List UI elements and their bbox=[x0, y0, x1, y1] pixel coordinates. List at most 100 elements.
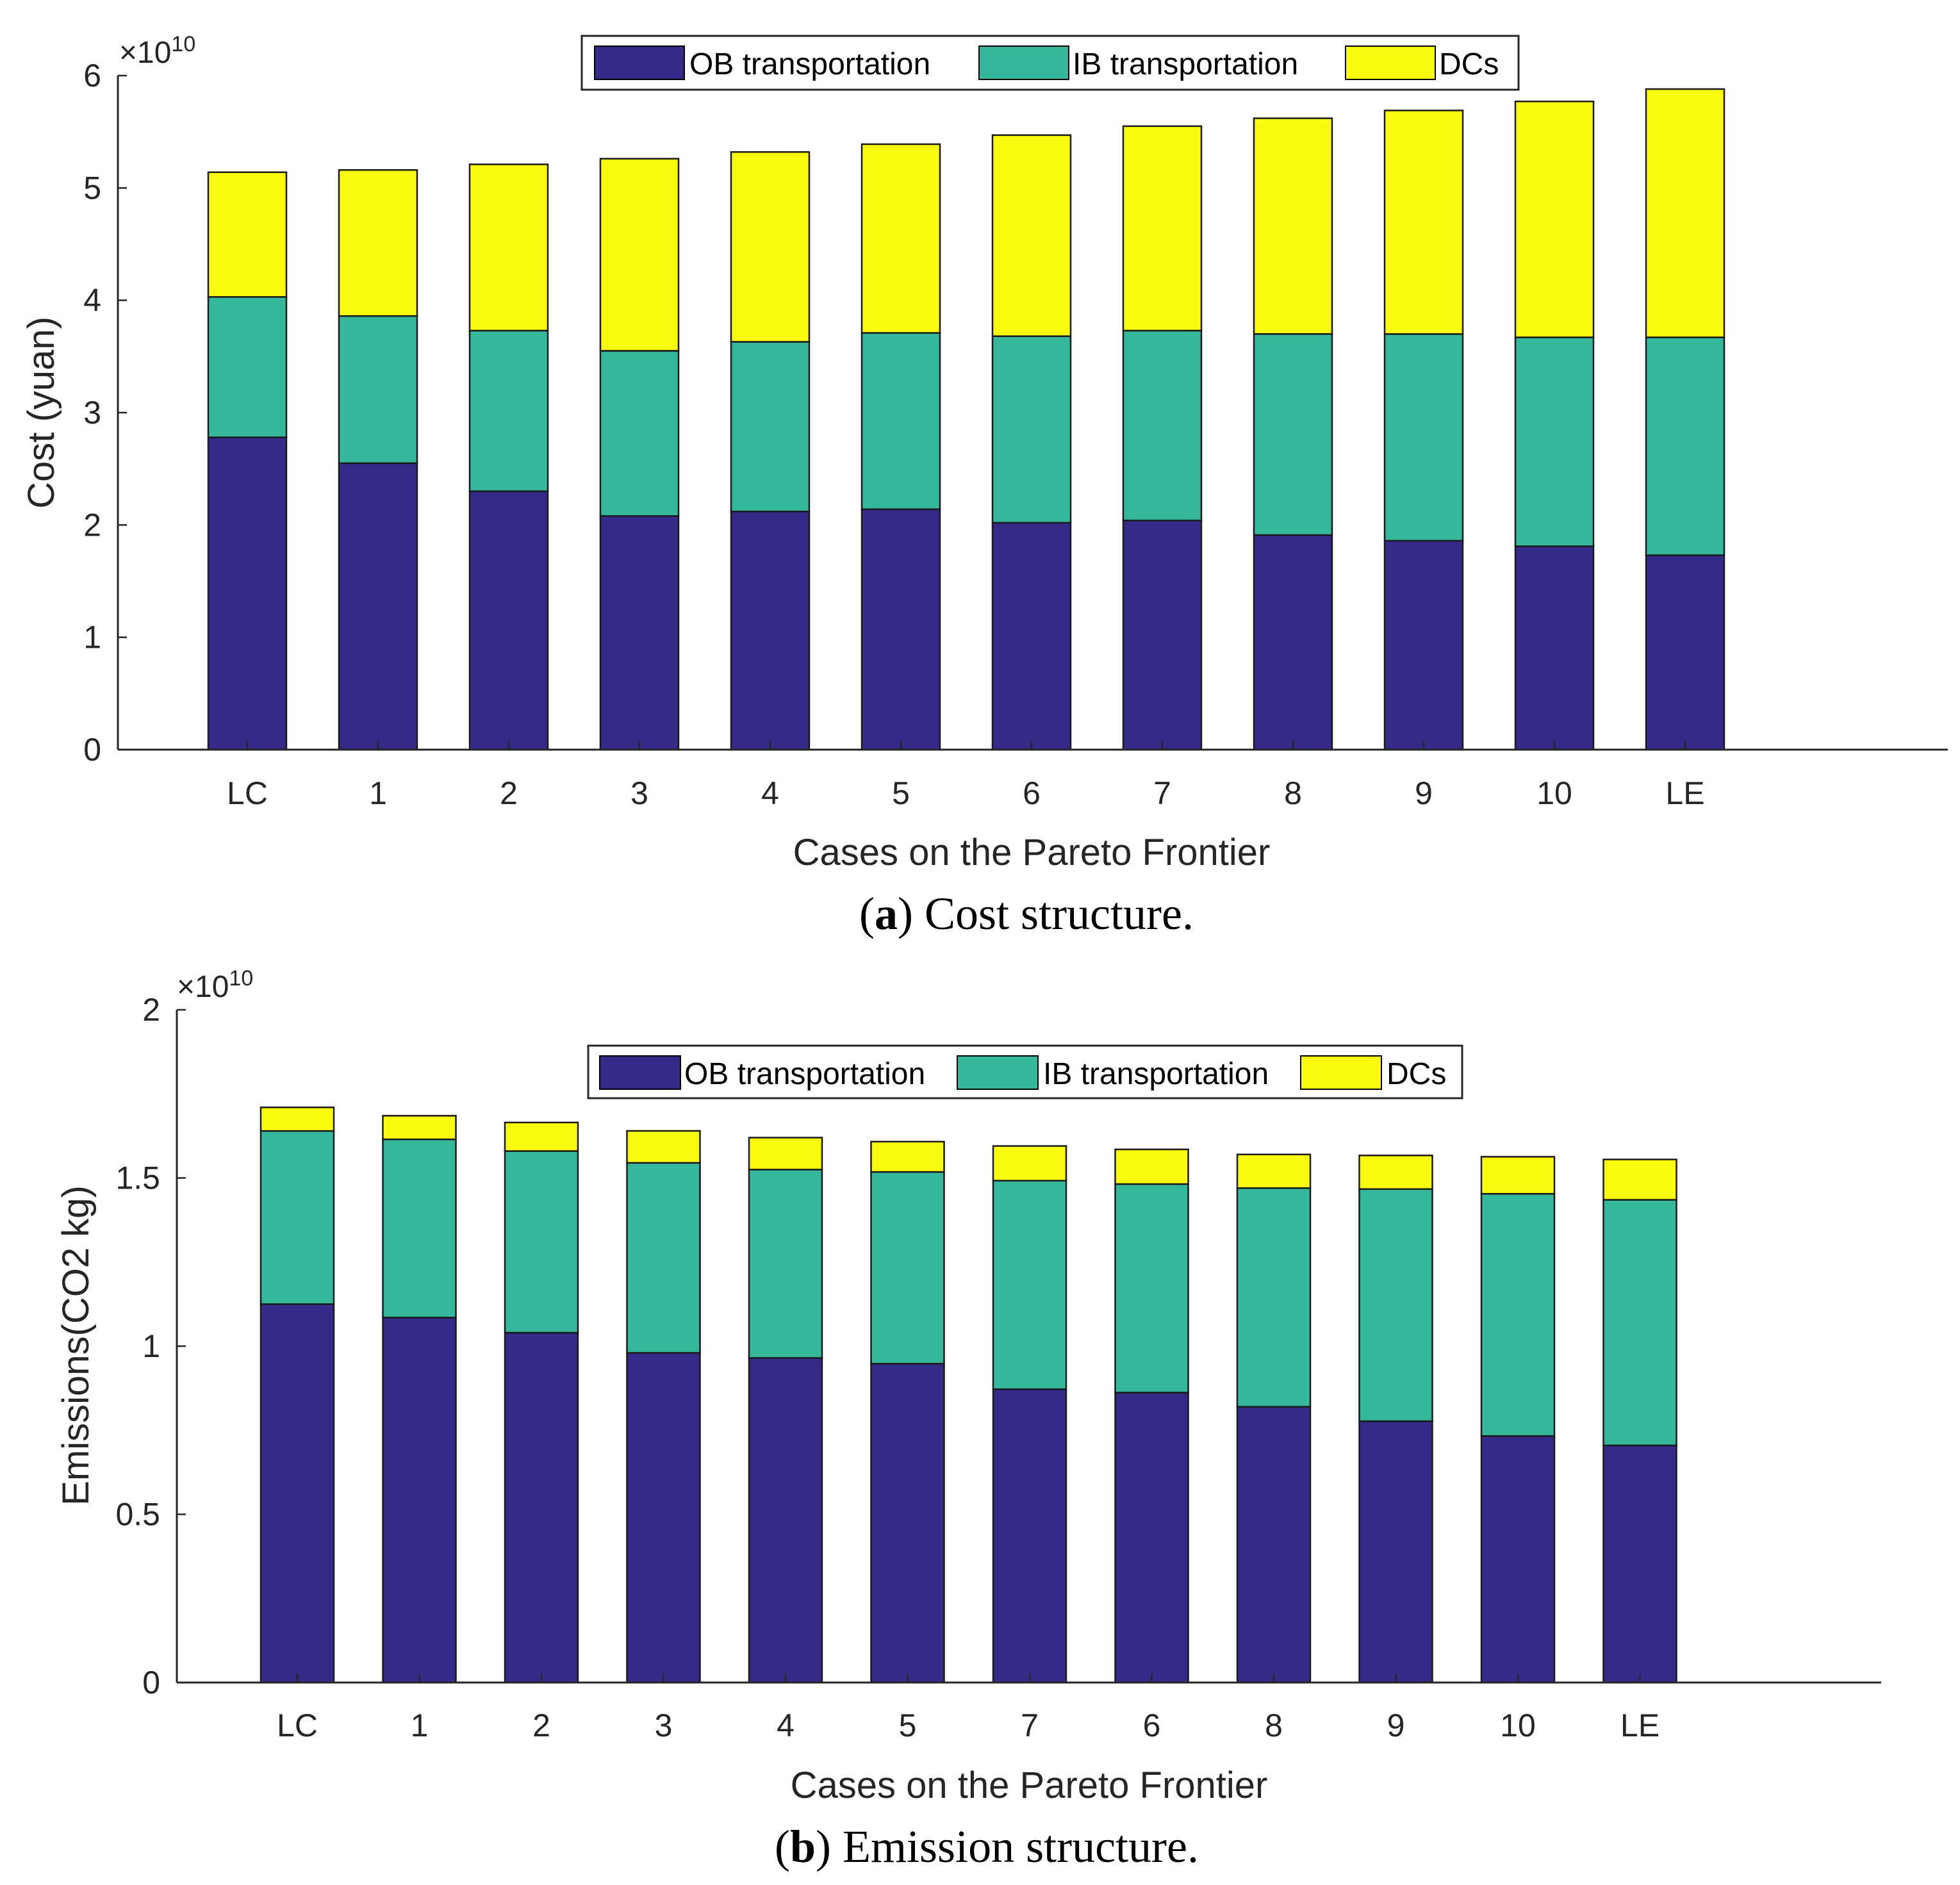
cost-y-tick-label: 6 bbox=[83, 58, 101, 94]
cost-bar-ob-1 bbox=[338, 462, 418, 751]
cost-x-tick-label: 1 bbox=[369, 775, 387, 811]
emission-bar-ib-6 bbox=[1114, 1183, 1189, 1394]
cost-bar-dcs-8 bbox=[1253, 117, 1333, 335]
emission-bar-ob-5 bbox=[870, 1363, 945, 1684]
emission-bar-ob-4 bbox=[748, 1357, 823, 1684]
emission-x-tick-label: 4 bbox=[777, 1708, 795, 1743]
emission-y-tick-label: 1 bbox=[142, 1328, 160, 1364]
cost-bar-ib-LE bbox=[1645, 336, 1725, 556]
cost-exponent-label: ×1010 bbox=[119, 32, 195, 70]
cost-x-tick-label: 2 bbox=[500, 775, 518, 811]
cost-bar-ib-10 bbox=[1514, 336, 1595, 547]
cost-bar-ib-6 bbox=[991, 335, 1072, 524]
cost-bar-ib-LC bbox=[207, 296, 288, 438]
emission-bar-dcs-7 bbox=[992, 1145, 1067, 1181]
emission-x-tick-label: 10 bbox=[1500, 1708, 1536, 1743]
cost-bar-ob-LE bbox=[1645, 554, 1725, 751]
cost-bar-dcs-5 bbox=[861, 143, 941, 334]
emission-bar-ib-8 bbox=[1236, 1187, 1312, 1408]
emission-bar-ob-LE bbox=[1602, 1444, 1677, 1684]
cost-bar-ob-3 bbox=[599, 515, 680, 751]
emission-bar-dcs-3 bbox=[626, 1130, 701, 1164]
cost-bar-ob-2 bbox=[468, 490, 549, 751]
cost-x-tick-label: 8 bbox=[1284, 775, 1302, 811]
cost-legend-swatch-ib bbox=[978, 45, 1069, 80]
emission-x-tick-label: 3 bbox=[655, 1708, 673, 1743]
emission-bar-ob-8 bbox=[1236, 1406, 1312, 1684]
cost-x-tick-label: 5 bbox=[892, 775, 910, 811]
cost-x-tick-label: 4 bbox=[761, 775, 779, 811]
cost-x-tick-label: LE bbox=[1665, 775, 1704, 811]
cost-y-tick-label: 4 bbox=[83, 283, 101, 318]
emission-y-tick-label: 0 bbox=[142, 1665, 160, 1700]
cost-bar-dcs-1 bbox=[338, 169, 418, 317]
emission-y-ticks: 0 0.5 1 1.5 2 bbox=[115, 992, 186, 1700]
emission-y-tick-label: 0.5 bbox=[115, 1497, 160, 1533]
emission-bars bbox=[259, 1107, 1677, 1684]
cost-bar-ob-5 bbox=[861, 508, 941, 751]
emission-x-ticks: LC 1 2 3 4 5 7 6 8 9 10 LE bbox=[277, 1674, 1659, 1743]
emission-bar-ib-LE bbox=[1602, 1199, 1677, 1447]
emission-bar-dcs-2 bbox=[504, 1121, 579, 1152]
cost-bar-ib-2 bbox=[468, 329, 549, 492]
emission-bar-ob-3 bbox=[626, 1352, 701, 1684]
cost-bar-ib-4 bbox=[730, 341, 811, 513]
cost-bar-ib-8 bbox=[1253, 333, 1333, 536]
emission-bar-dcs-5 bbox=[870, 1140, 945, 1173]
emission-legend-swatch-ib bbox=[957, 1055, 1039, 1090]
cost-legend-label-ob: OB transportation bbox=[689, 47, 930, 81]
emission-bar-dcs-6 bbox=[1114, 1148, 1189, 1185]
cost-structure-chart: 0 1 2 3 4 5 6 LC 1 2 3 4 5 6 7 8 9 10 LE ×1010 Cost (yuan… bbox=[21, 32, 1948, 939]
cost-y-ticks: 0 1 2 3 4 5 6 bbox=[83, 58, 127, 768]
cost-x-tick-label: 6 bbox=[1023, 775, 1041, 811]
cost-y-tick-label: 5 bbox=[83, 170, 101, 206]
emission-bar-ib-2 bbox=[504, 1150, 579, 1334]
cost-bar-ob-8 bbox=[1253, 534, 1333, 751]
emission-bar-ib-10 bbox=[1480, 1192, 1556, 1437]
emission-x-tick-label: 7 bbox=[1021, 1708, 1039, 1743]
cost-bar-dcs-4 bbox=[730, 151, 811, 343]
emission-x-tick-label: 5 bbox=[899, 1708, 917, 1743]
cost-bar-ob-9 bbox=[1383, 539, 1464, 751]
cost-bar-dcs-6 bbox=[991, 134, 1072, 337]
emission-bar-ib-9 bbox=[1358, 1188, 1433, 1422]
cost-bar-ib-9 bbox=[1383, 333, 1464, 542]
cost-legend-label-ib: IB transportation bbox=[1073, 47, 1298, 81]
emission-exponent-label: ×1010 bbox=[177, 966, 253, 1004]
cost-bar-dcs-7 bbox=[1122, 125, 1203, 332]
cost-x-axis-label: Cases on the Pareto Frontier bbox=[793, 832, 1271, 873]
emission-bar-dcs-LE bbox=[1602, 1158, 1677, 1201]
cost-bars bbox=[207, 88, 1725, 751]
emission-bar-ob-1 bbox=[382, 1317, 457, 1684]
emission-bar-ob-10 bbox=[1480, 1435, 1556, 1684]
emission-x-tick-label: 6 bbox=[1143, 1708, 1161, 1743]
cost-y-tick-label: 3 bbox=[83, 395, 101, 431]
cost-bar-dcs-LE bbox=[1645, 88, 1725, 338]
cost-y-tick-label: 1 bbox=[83, 620, 101, 655]
cost-bar-dcs-9 bbox=[1383, 110, 1464, 335]
cost-y-tick-label: 2 bbox=[83, 507, 101, 543]
emission-caption: (b) Emission structure. bbox=[775, 1821, 1199, 1872]
cost-legend-swatch-ob bbox=[594, 45, 685, 80]
cost-x-tick-label: 9 bbox=[1415, 775, 1433, 811]
cost-bar-ob-LC bbox=[207, 436, 288, 751]
cost-x-tick-label: 7 bbox=[1153, 775, 1171, 811]
cost-x-ticks: LC 1 2 3 4 5 6 7 8 9 10 LE bbox=[227, 741, 1705, 811]
cost-legend-swatch-dcs bbox=[1345, 45, 1436, 80]
cost-x-tick-label: LC bbox=[227, 775, 268, 811]
emission-bar-ib-5 bbox=[870, 1171, 945, 1365]
emission-bar-ob-7 bbox=[992, 1388, 1067, 1684]
emission-bar-ib-LC bbox=[259, 1130, 335, 1305]
emission-x-tick-label: 2 bbox=[532, 1708, 550, 1743]
emission-legend-label-ob: OB transportation bbox=[684, 1057, 925, 1091]
emission-x-tick-label: LE bbox=[1620, 1708, 1659, 1743]
cost-caption: (a) Cost structure. bbox=[859, 888, 1194, 939]
emission-bar-ob-LC bbox=[259, 1303, 335, 1684]
emission-legend-label-dcs: DCs bbox=[1387, 1057, 1446, 1091]
emission-bar-dcs-4 bbox=[748, 1137, 823, 1171]
emission-bar-ob-9 bbox=[1358, 1420, 1433, 1684]
emission-x-axis-label: Cases on the Pareto Frontier bbox=[791, 1765, 1268, 1806]
emission-legend-swatch-ob bbox=[599, 1055, 681, 1090]
emission-y-tick-label: 2 bbox=[142, 992, 160, 1028]
